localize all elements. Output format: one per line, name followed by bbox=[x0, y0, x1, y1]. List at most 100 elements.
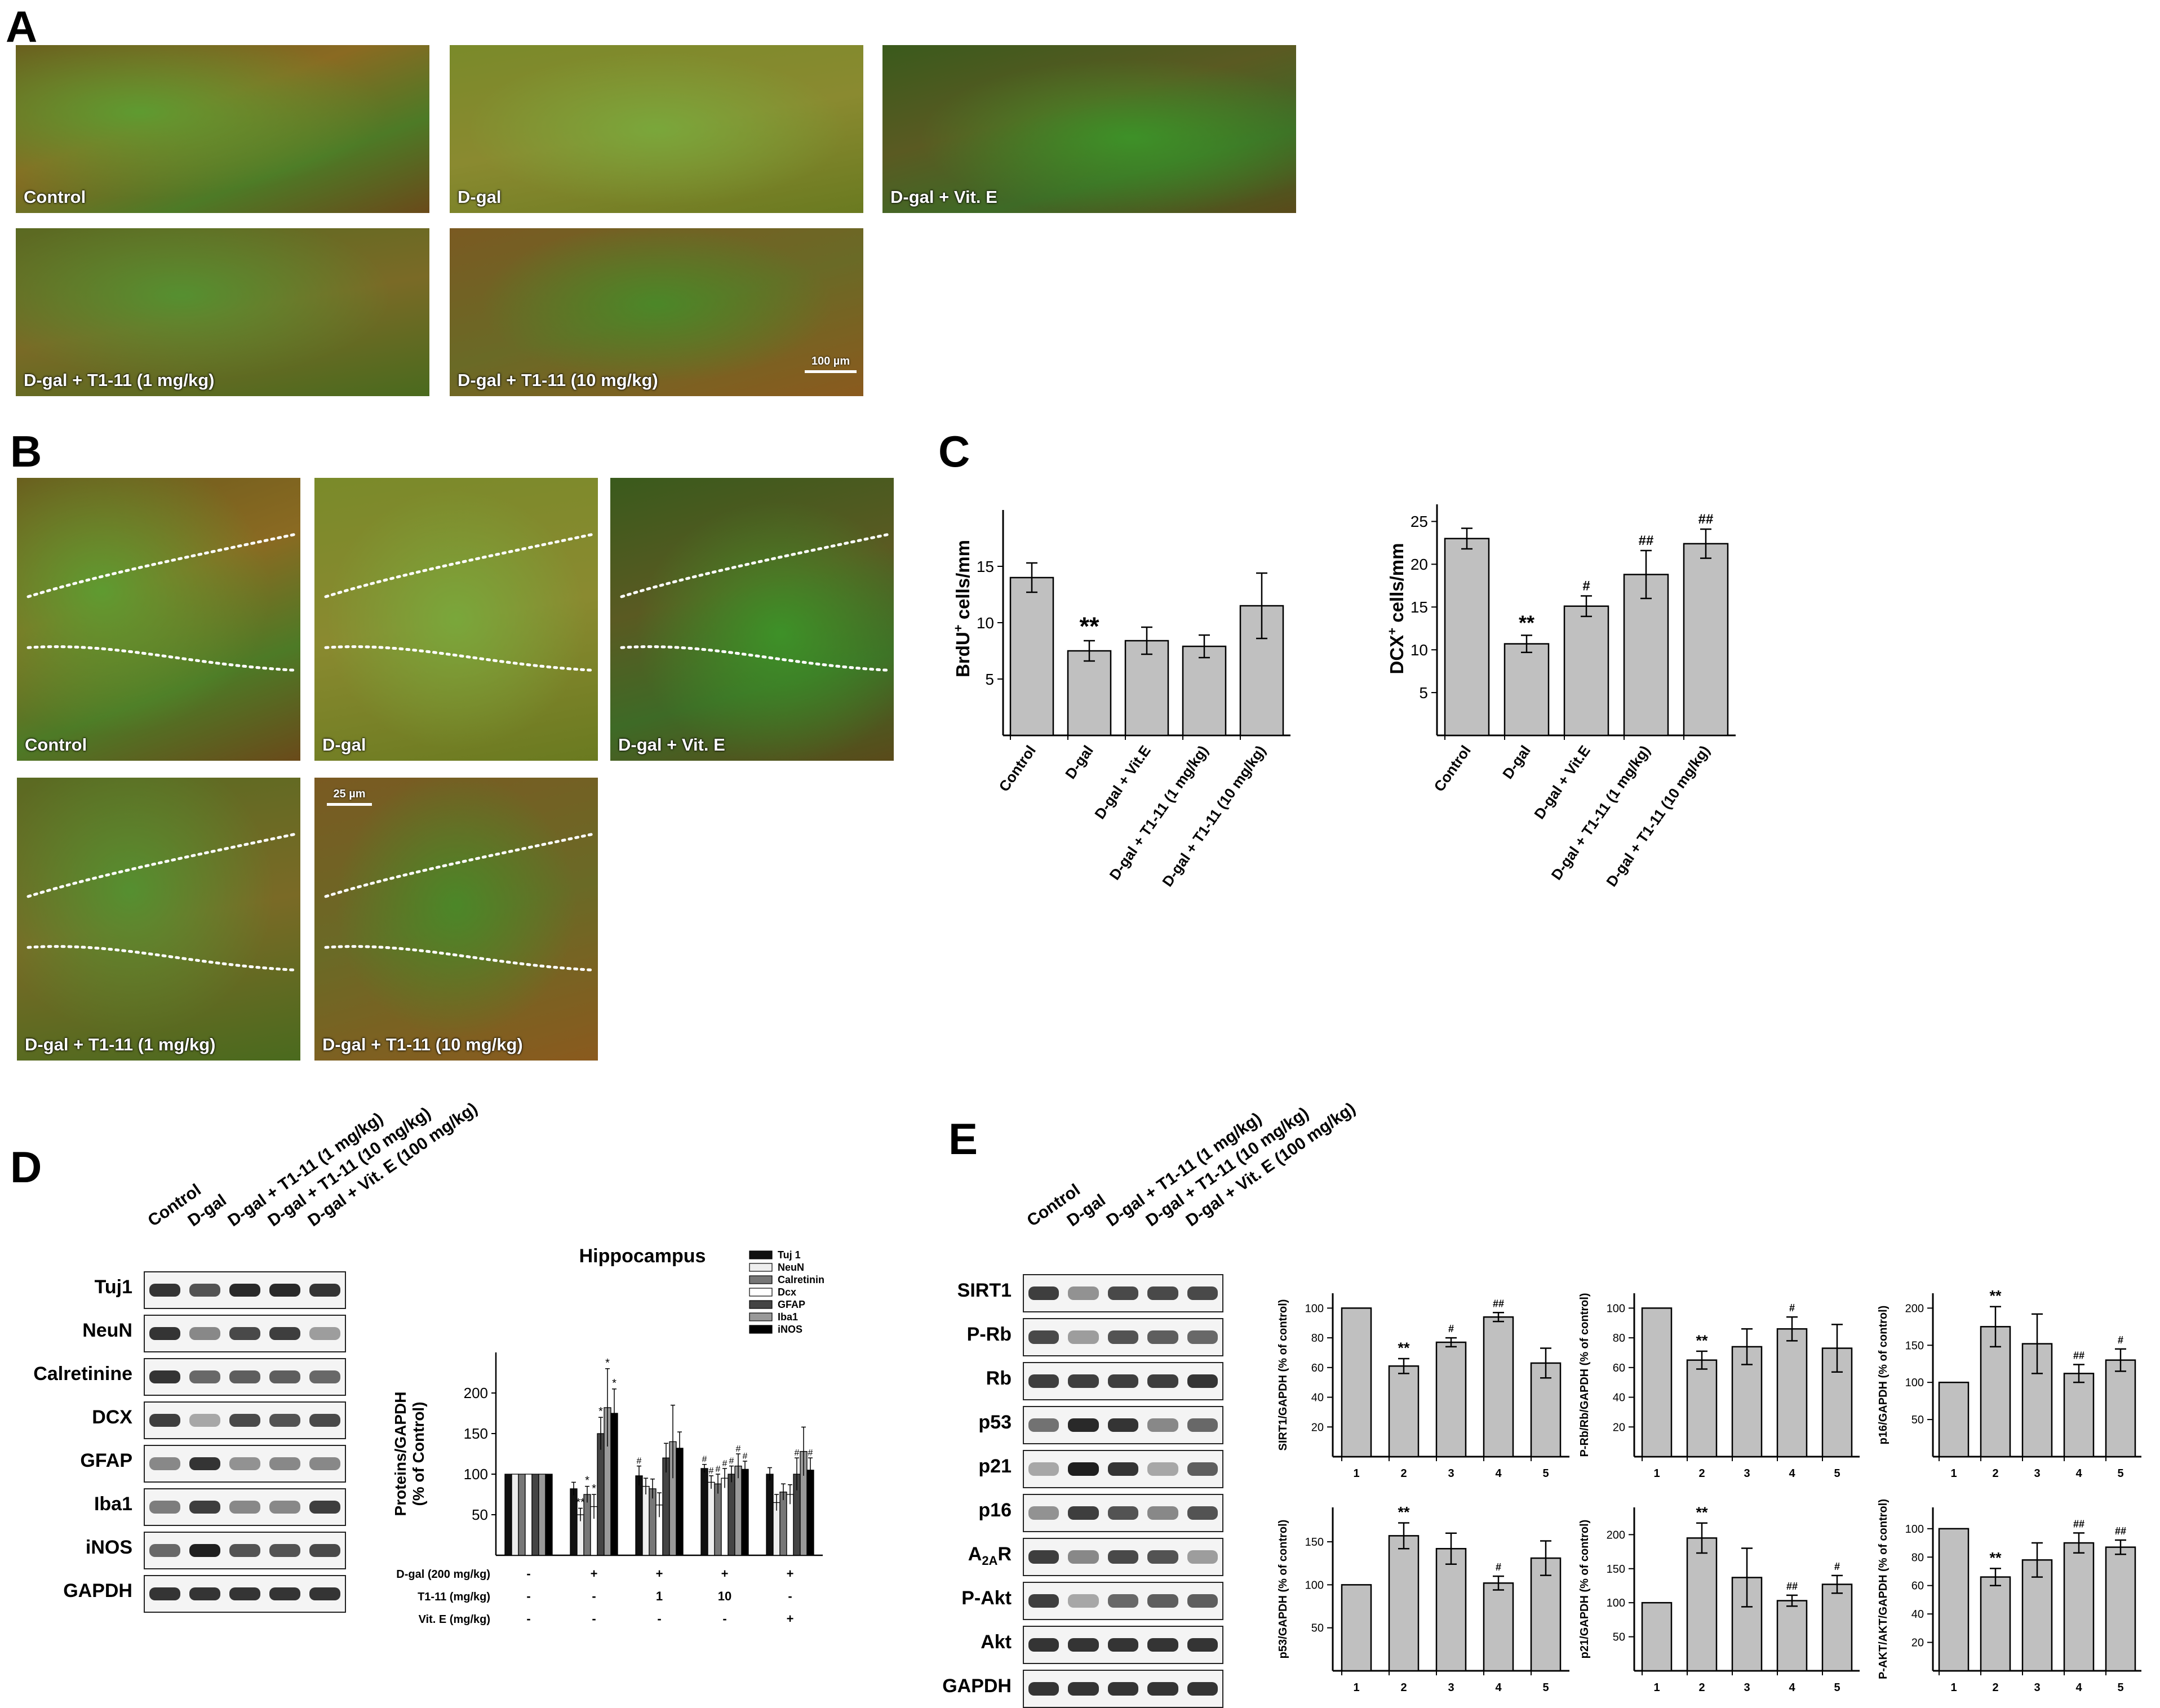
blot-e-blot-strip bbox=[1023, 1362, 1223, 1400]
bar-3-1 bbox=[635, 1475, 643, 1556]
blot-d-row-label: DCX bbox=[92, 1407, 132, 1428]
bar-4-7 bbox=[741, 1469, 749, 1556]
treatment-value: - bbox=[592, 1589, 596, 1603]
panel-b-image-label: D-gal + T1-11 (10 mg/kg) bbox=[322, 1035, 523, 1054]
pakt-chart: 20 40 60 80 100 1 ** 2 3 ## 4 ## 5 P-AKT/AKT/GAPDH (%… bbox=[1877, 1499, 2141, 1694]
blot-d-row-label: Tuj1 bbox=[94, 1276, 132, 1298]
significance-mark: ## bbox=[1493, 1298, 1504, 1309]
p16-chart: 50 100 150 200 1 ** 2 3 ## 4 #5 p16/GAPDH (% of con… bbox=[1877, 1288, 2141, 1480]
blot-d-row-label: Iba1 bbox=[94, 1493, 132, 1515]
bar-5-1 bbox=[766, 1474, 774, 1556]
y-tick-label: 20 bbox=[1411, 556, 1428, 573]
significance-mark: ** bbox=[1696, 1332, 1708, 1349]
bar-1-7 bbox=[545, 1474, 553, 1556]
significance-mark: # bbox=[716, 1465, 721, 1474]
legend-label: NeuN bbox=[778, 1262, 804, 1273]
blot-d-band bbox=[189, 1501, 220, 1514]
blot-e-band bbox=[1187, 1418, 1218, 1432]
blot-e-band bbox=[1107, 1286, 1139, 1300]
blot-d-band bbox=[269, 1284, 300, 1297]
treatment-value: + bbox=[721, 1567, 729, 1581]
blot-e-band bbox=[1107, 1550, 1139, 1564]
legend-swatch bbox=[749, 1325, 773, 1334]
blot-e-column-label: D-gal + T1-11 (1 mg/kg) bbox=[1103, 1109, 1265, 1231]
blot-e-blot-strip bbox=[1023, 1626, 1223, 1664]
legend-swatch bbox=[749, 1275, 773, 1284]
significance-mark: * bbox=[598, 1405, 603, 1418]
panel-c-letter: C bbox=[938, 427, 970, 476]
bar-5-7 bbox=[806, 1470, 814, 1556]
treatment-value: - bbox=[657, 1612, 661, 1626]
significance-mark: # bbox=[709, 1466, 714, 1476]
p53-chart: 50 100 150 1 ** 2 3 #4 5 p53/GAPDH (% of control) bbox=[1277, 1503, 1569, 1694]
x-category-label: D-gal + T1-11 (1 mg/kg) bbox=[1547, 742, 1653, 883]
significance-mark: * bbox=[612, 1377, 616, 1390]
blot-e-band bbox=[1028, 1638, 1059, 1652]
x-category-label: 5 bbox=[1542, 1682, 1549, 1694]
x-category-label: 3 bbox=[1744, 1682, 1750, 1694]
boundary-line bbox=[26, 945, 296, 971]
blot-e-band bbox=[1187, 1682, 1218, 1696]
bar-1-1 bbox=[504, 1474, 512, 1556]
bar-4-6 bbox=[734, 1465, 742, 1556]
significance-mark: # bbox=[722, 1459, 728, 1469]
significance-mark: ** bbox=[1696, 1504, 1708, 1521]
y-tick-label: 25 bbox=[1411, 513, 1428, 530]
y-tick-label: 100 bbox=[1905, 1377, 1924, 1389]
bar-5 bbox=[1821, 1583, 1853, 1672]
blot-e-blot-strip bbox=[1023, 1450, 1223, 1488]
blot-d-band bbox=[309, 1587, 340, 1600]
panel-a-image-5: D-gal + T1-11 (10 mg/kg) 100 µm bbox=[450, 228, 863, 396]
y-tick-label: 40 bbox=[1911, 1608, 1924, 1621]
blot-d-band bbox=[189, 1414, 220, 1427]
legend-swatch bbox=[749, 1288, 773, 1297]
bar-1-3 bbox=[518, 1474, 526, 1556]
x-category-label: 4 bbox=[1495, 1682, 1502, 1694]
boundary-line bbox=[324, 945, 594, 971]
bar-1-4 bbox=[525, 1474, 533, 1556]
blot-d-blot-strip bbox=[144, 1401, 346, 1439]
blot-d-band bbox=[189, 1327, 220, 1340]
panel-a-image-3: D-gal + Vit. E bbox=[882, 45, 1296, 213]
blot-e-band bbox=[1028, 1594, 1059, 1608]
x-category-label: 1 bbox=[1653, 1467, 1660, 1480]
x-category-label: D-gal + T1-11 (1 mg/kg) bbox=[1106, 742, 1211, 883]
blot-d-band bbox=[269, 1544, 300, 1557]
significance-mark: # bbox=[1789, 1302, 1795, 1314]
treatment-row-label: Vit. E (mg/kg) bbox=[419, 1613, 490, 1626]
blot-e-band bbox=[1187, 1330, 1218, 1344]
y-tick-label: 20 bbox=[1911, 1637, 1924, 1649]
x-category-label: 5 bbox=[2117, 1682, 2123, 1694]
significance-mark: ** bbox=[1079, 612, 1099, 641]
blot-d-band bbox=[309, 1284, 340, 1297]
blot-e-row-label: Rb bbox=[986, 1367, 1012, 1389]
blot-d-band bbox=[149, 1587, 180, 1600]
blot-e-column-label: D-gal + T1-11 (10 mg/kg) bbox=[1142, 1103, 1312, 1231]
blot-e-band bbox=[1187, 1506, 1218, 1520]
blot-e-row-label: Akt bbox=[981, 1631, 1012, 1653]
blot-e-band bbox=[1068, 1462, 1099, 1476]
bar-3 bbox=[2021, 1559, 2053, 1672]
bar-2 bbox=[1388, 1365, 1420, 1458]
y-tick-label: 10 bbox=[977, 614, 994, 632]
blot-e-band bbox=[1107, 1638, 1139, 1652]
significance-mark: # bbox=[729, 1457, 734, 1466]
panel-e-letter: E bbox=[948, 1114, 978, 1164]
bar-2-5 bbox=[597, 1433, 605, 1556]
blot-e-band bbox=[1187, 1638, 1218, 1652]
bar-2 bbox=[1388, 1535, 1420, 1672]
bar-5 bbox=[2105, 1359, 2136, 1458]
x-category-label: 4 bbox=[1495, 1467, 1502, 1480]
blot-e-band bbox=[1107, 1462, 1139, 1476]
y-tick-label: 15 bbox=[1411, 598, 1428, 616]
blot-d-band bbox=[189, 1544, 220, 1557]
significance-mark: * bbox=[605, 1357, 610, 1369]
bar-4 bbox=[1776, 1600, 1808, 1672]
y-axis-label: SIRT1/GAPDH (% of control) bbox=[1277, 1299, 1289, 1451]
blot-d-blot-strip bbox=[144, 1445, 346, 1483]
legend-swatch bbox=[749, 1263, 773, 1272]
x-category-label: 3 bbox=[1448, 1467, 1454, 1480]
bar-3-3 bbox=[649, 1488, 657, 1556]
y-tick-label: 100 bbox=[464, 1466, 488, 1483]
x-category-label: D-gal bbox=[1499, 742, 1534, 782]
